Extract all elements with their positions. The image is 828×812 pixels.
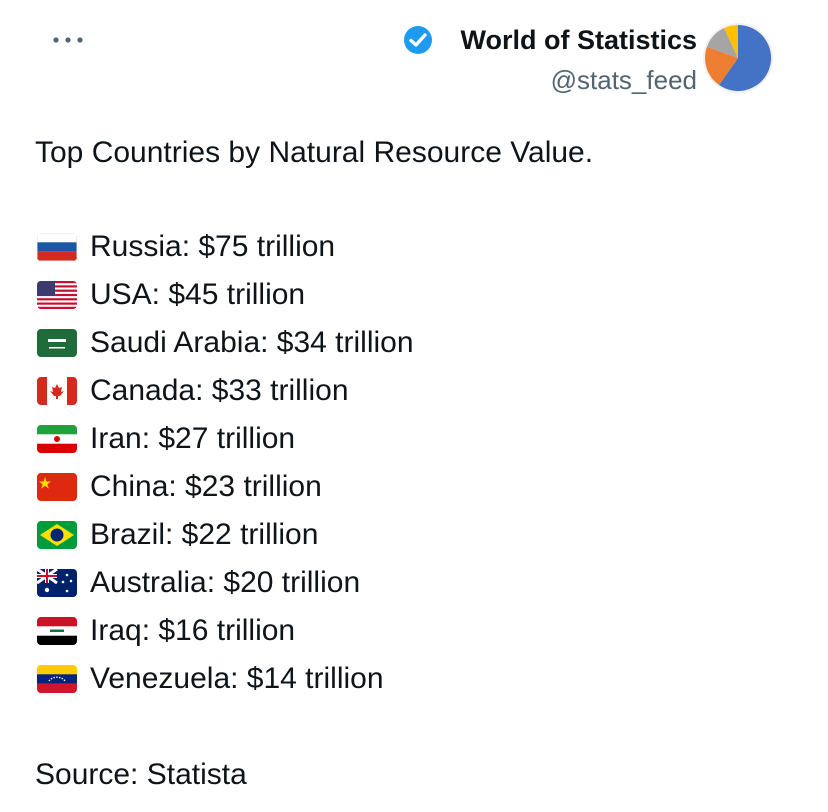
flag <box>37 665 77 693</box>
flag <box>37 425 77 453</box>
flag <box>37 521 77 549</box>
flag <box>37 473 77 501</box>
list-item: Saudi Arabia: $34 trillion <box>37 319 414 367</box>
flag <box>37 569 77 597</box>
list-item: Brazil: $22 trillion <box>37 511 414 559</box>
user-handle[interactable]: @stats_feed <box>550 65 697 95</box>
list-item: Canada: $33 trillion <box>37 367 414 415</box>
item-text: Brazil: $22 trillion <box>90 518 319 551</box>
avatar[interactable] <box>700 20 776 96</box>
list-item: Iraq: $16 trillion <box>37 607 414 655</box>
list-item: Iran: $27 trillion <box>37 415 414 463</box>
list-item: Russia: $75 trillion <box>37 223 414 271</box>
item-text: China: $23 trillion <box>90 470 322 503</box>
flag <box>37 617 77 645</box>
list-item: USA: $45 trillion <box>37 271 414 319</box>
flag <box>37 233 77 261</box>
list: Russia: $75 trillion USA: $45 trillion S… <box>37 223 414 703</box>
item-text: Iraq: $16 trillion <box>90 614 296 647</box>
item-text: Saudi Arabia: $34 trillion <box>90 326 414 359</box>
item-text: Iran: $27 trillion <box>90 422 296 455</box>
list-item: Australia: $20 trillion <box>37 559 414 607</box>
more-menu[interactable] <box>50 32 86 48</box>
flag <box>37 281 77 309</box>
item-text: USA: $45 trillion <box>90 278 306 311</box>
item-text: Venezuela: $14 trillion <box>90 662 384 695</box>
list-item: China: $23 trillion <box>37 463 414 511</box>
flag <box>37 377 77 405</box>
item-text: Canada: $33 trillion <box>90 374 349 407</box>
flag <box>37 329 77 357</box>
item-text: Australia: $20 trillion <box>90 566 361 599</box>
source-text: Source: Statista <box>35 758 247 791</box>
list-item: Venezuela: $14 trillion <box>37 655 414 703</box>
display-name[interactable]: World of Statistics <box>460 25 697 55</box>
item-text: Russia: $75 trillion <box>90 230 336 263</box>
verified-badge <box>404 26 432 54</box>
post-title: Top Countries by Natural Resource Value. <box>35 136 594 169</box>
